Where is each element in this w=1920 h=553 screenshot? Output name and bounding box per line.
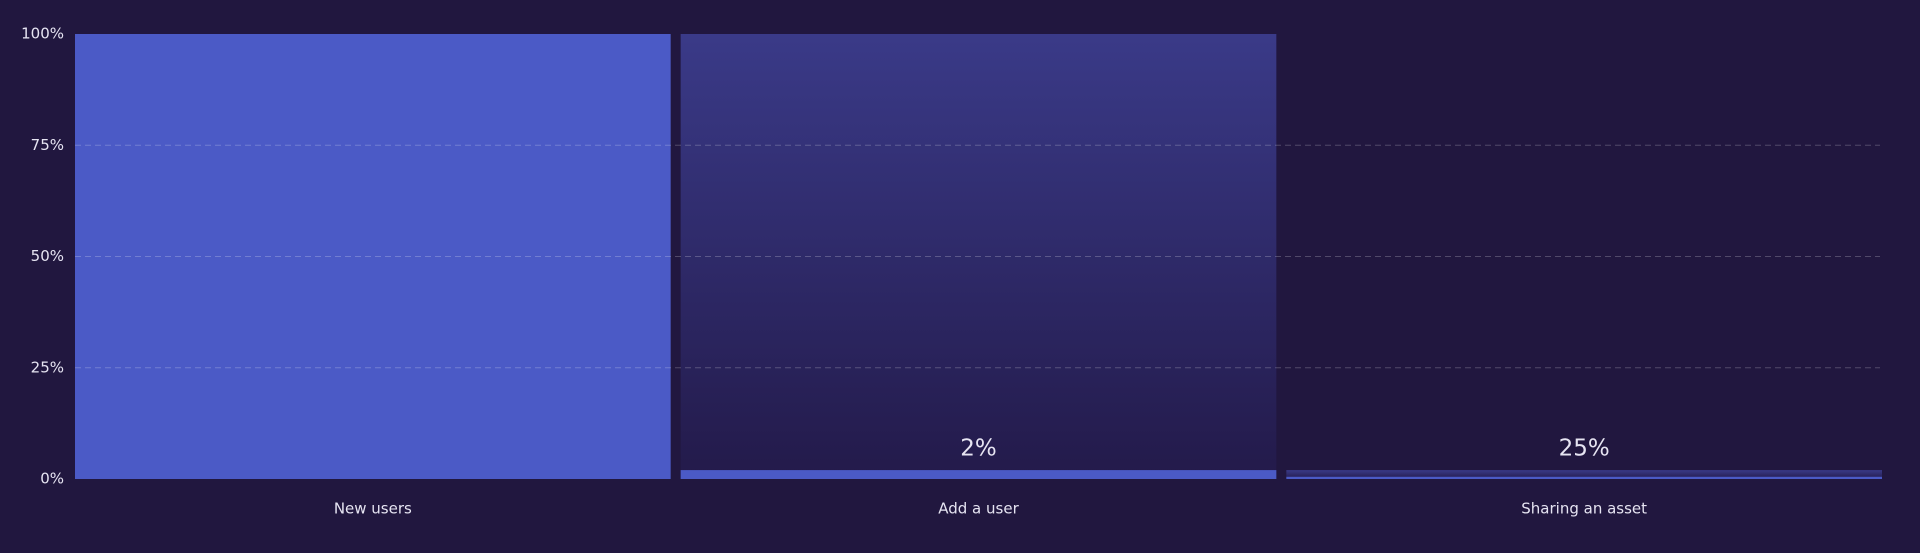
y-tick-label: 0% <box>40 470 64 488</box>
x-tick-label: Sharing an asset <box>1521 500 1647 518</box>
y-tick-label: 50% <box>31 247 64 265</box>
x-tick-label: Add a user <box>938 500 1019 518</box>
drop-off-area <box>1286 470 1882 479</box>
drop-off-area <box>680 34 1277 479</box>
bar <box>680 470 1277 479</box>
bar <box>75 34 671 479</box>
x-tick-label: New users <box>334 500 412 518</box>
bar <box>1286 476 1882 479</box>
y-tick-label: 100% <box>21 25 64 43</box>
conversion-label: 2% <box>960 436 997 462</box>
y-tick-label: 25% <box>31 358 64 376</box>
y-tick-label: 75% <box>31 136 64 154</box>
conversion-label: 25% <box>1559 436 1610 462</box>
